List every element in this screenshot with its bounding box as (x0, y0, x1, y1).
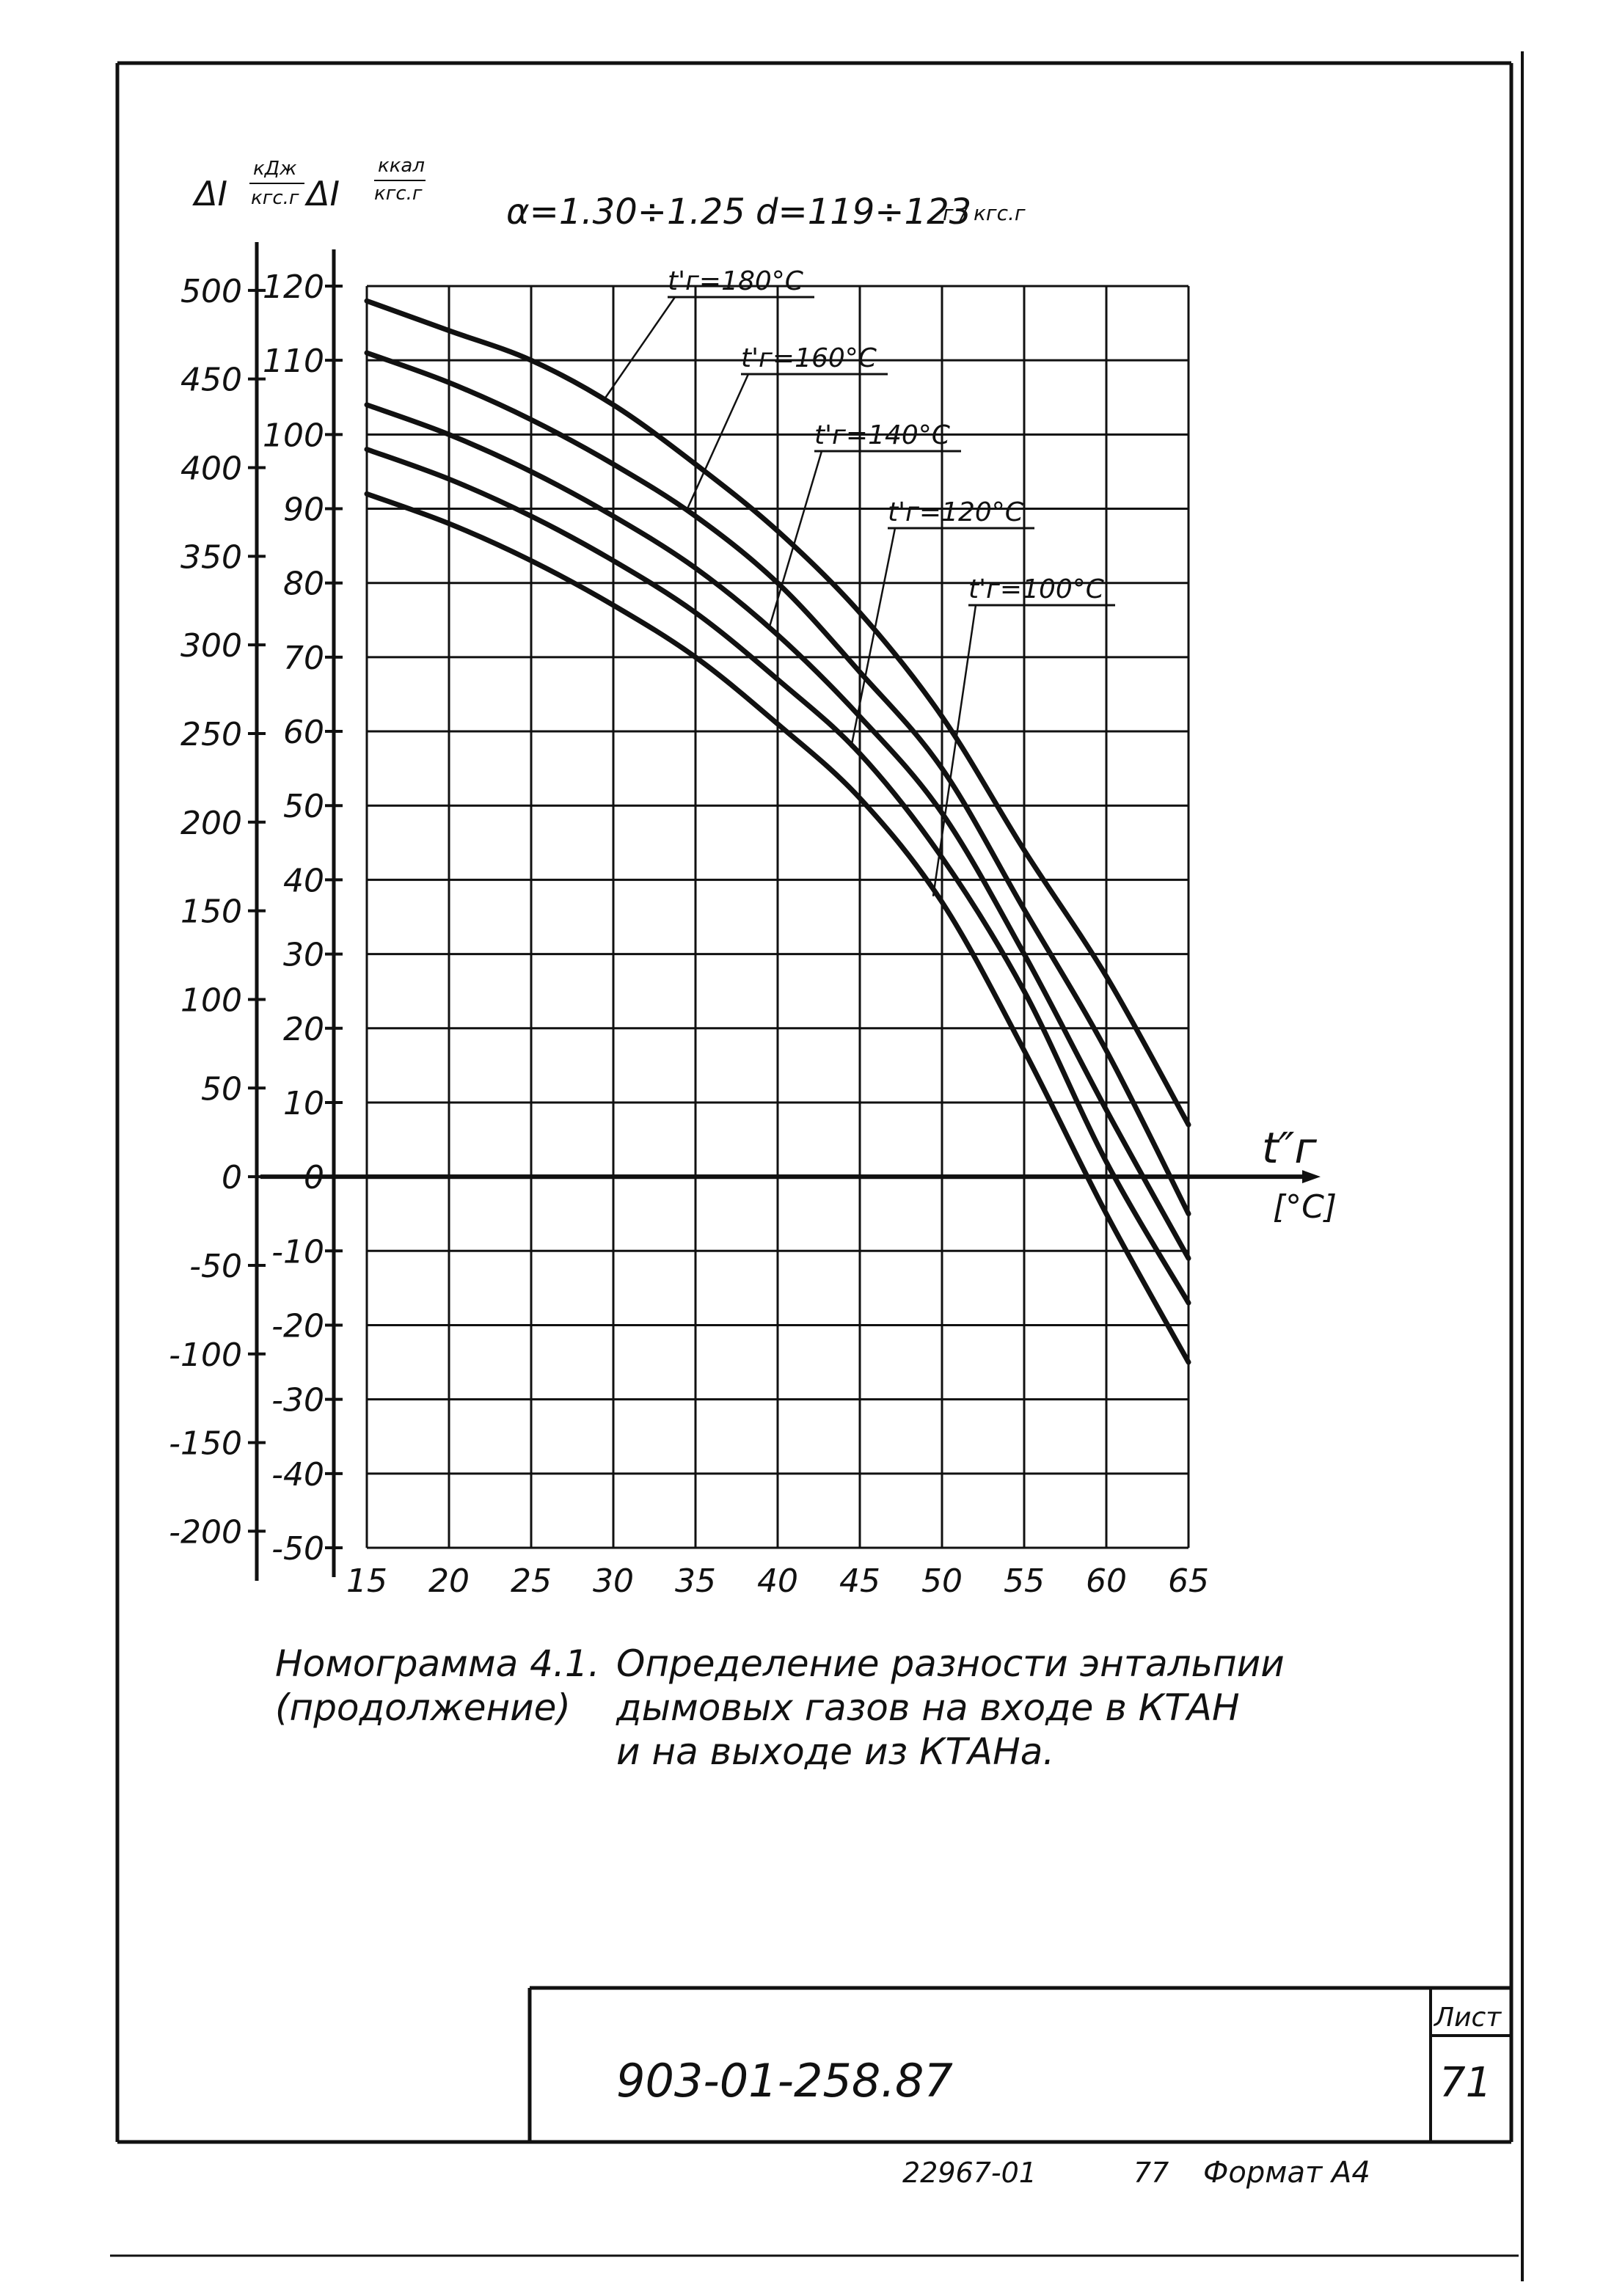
outer-axis-tick-label: 200 (180, 805, 242, 842)
chart-series (364, 298, 1191, 1365)
inner-axis-tick-label: -10 (271, 1233, 324, 1271)
inner-axis-tick-label: 40 (283, 862, 324, 899)
title-block: 903-01-258.87 Лист 71 (527, 1986, 1511, 2142)
inner-axis-symbol: ΔI (304, 174, 340, 213)
alpha-label: α=1.30÷1.25 (506, 191, 745, 233)
x-axis-arrow (1302, 1170, 1321, 1184)
x-axis-tick-label: 50 (921, 1562, 963, 1600)
x-axis-label: t″г (1262, 1123, 1317, 1173)
x-axis-tick-label: 60 (1086, 1562, 1127, 1600)
outer-axis-tick-label: 350 (180, 538, 242, 576)
caption-title-right: Определение разности энтальпии (616, 1642, 1285, 1685)
inner-axis-tick-label: 10 (283, 1085, 324, 1122)
outer-axis-tick-label: -50 (189, 1248, 242, 1285)
x-axis-title: t″г [°C] (1262, 1123, 1337, 1226)
inner-axis-tick-label: 80 (283, 566, 324, 603)
inner-axis-tick-label: -50 (271, 1530, 324, 1568)
sheet-number: 71 (1439, 2059, 1491, 2107)
outer-axis-tick-label: 250 (180, 716, 242, 753)
outer-axis-symbol: ΔI (192, 174, 227, 213)
moisture-unit: г / кгс.г (943, 201, 1026, 225)
chart-axes: 1201101009080706050403020100-10-20-30-40… (169, 242, 1321, 1600)
x-axis-tick-label: 15 (346, 1562, 387, 1600)
outer-axis-tick-label: -100 (169, 1337, 242, 1374)
inner-axis-tick-label: 90 (283, 491, 324, 529)
series-line (364, 447, 1191, 1306)
inner-axis-tick-label: -30 (271, 1382, 324, 1419)
footer: 22967-01 77 Формат А4 (902, 2156, 1370, 2190)
x-axis-unit: [°C] (1273, 1188, 1337, 1226)
sheet-frame (110, 51, 1524, 2281)
format-label: Формат А4 (1203, 2156, 1370, 2190)
series-leader-line (767, 450, 823, 629)
series-label: t'г=100°C (968, 574, 1105, 604)
outer-axis-tick-label: 500 (180, 273, 242, 310)
inner-axis-tick-label: 60 (283, 714, 324, 751)
series-line (364, 298, 1191, 1127)
outer-axis-tick-label: -200 (169, 1513, 242, 1551)
outer-axis-unit-den: кгс.г (251, 187, 299, 209)
series-line (364, 402, 1191, 1261)
moisture-label: d=119÷123 (756, 191, 971, 233)
inner-axis-tick-label: 120 (263, 268, 324, 306)
outer-axis-tick-label: -150 (169, 1425, 242, 1463)
series-label: t'г=180°C (668, 266, 804, 296)
inner-axis-tick-label: 50 (283, 788, 324, 825)
chart-header: ΔI кДж кгс.г ΔI ккал кгс.г α=1.30÷1.25 d… (192, 155, 1026, 233)
series-leader-line (932, 604, 977, 896)
x-axis-tick-label: 30 (593, 1562, 634, 1600)
series-leader-line (685, 373, 750, 511)
outer-axis-unit-num: кДж (253, 158, 297, 180)
inner-axis-tick-label: -20 (271, 1307, 324, 1345)
caption-line-3: и на выходе из КТАНа. (616, 1730, 1054, 1773)
series-leader-line (850, 527, 897, 748)
x-axis-tick-label: 40 (757, 1562, 798, 1600)
outer-axis-tick-label: 50 (201, 1070, 242, 1108)
inner-axis-tick-label: 30 (283, 937, 324, 974)
x-axis-tick-label: 65 (1168, 1562, 1209, 1600)
series-label: t'г=120°C (888, 497, 1024, 527)
inner-axis-tick-label: 100 (263, 417, 324, 454)
outer-axis-tick-label: 100 (180, 981, 242, 1019)
chart-grid (365, 285, 1190, 1549)
inner-axis-tick-label: 110 (263, 343, 324, 380)
x-axis-tick-label: 45 (839, 1562, 880, 1600)
outer-axis-tick-label: 0 (222, 1159, 242, 1196)
inner-axis-tick-label: 70 (283, 640, 324, 677)
inventory-number: 22967-01 (902, 2157, 1037, 2189)
doc-number: 903-01-258.87 (616, 2054, 953, 2107)
chart-series-labels: t'г=180°C t'г=160°C t'г=140°C t'г=120°C t'г=… (603, 266, 1115, 896)
caption: Номограмма 4.1. Определение разности энт… (275, 1642, 1285, 1773)
inner-axis-tick-label: 0 (304, 1159, 324, 1196)
inner-axis-unit-den: кгс.г (374, 183, 423, 205)
series-line (364, 350, 1191, 1217)
inner-axis-tick-label: 20 (283, 1011, 324, 1048)
inner-axis-unit-num: ккал (378, 155, 425, 177)
series-label: t'г=140°C (814, 420, 951, 450)
x-axis-tick-label: 25 (511, 1562, 552, 1600)
outer-axis-tick-label: 150 (180, 893, 242, 931)
caption-title-left: Номограмма 4.1. (275, 1642, 600, 1685)
x-axis-tick-label: 20 (428, 1562, 470, 1600)
x-axis-tick-label: 55 (1004, 1562, 1045, 1600)
series-leader-line (603, 296, 676, 400)
series-line (364, 491, 1191, 1365)
outer-axis-tick-label: 450 (180, 362, 242, 399)
caption-line-2: дымовых газов на входе в КТАН (616, 1686, 1240, 1729)
caption-continued: (продолжение) (275, 1686, 571, 1729)
inner-axis-tick-label: -40 (271, 1456, 324, 1494)
x-axis-tick-label: 35 (675, 1562, 716, 1600)
copy-number: 77 (1133, 2157, 1169, 2189)
sheet-label: Лист (1433, 2003, 1502, 2033)
outer-axis-tick-label: 300 (180, 627, 242, 665)
series-label: t'г=160°C (741, 343, 877, 373)
outer-axis-tick-label: 400 (180, 450, 242, 487)
